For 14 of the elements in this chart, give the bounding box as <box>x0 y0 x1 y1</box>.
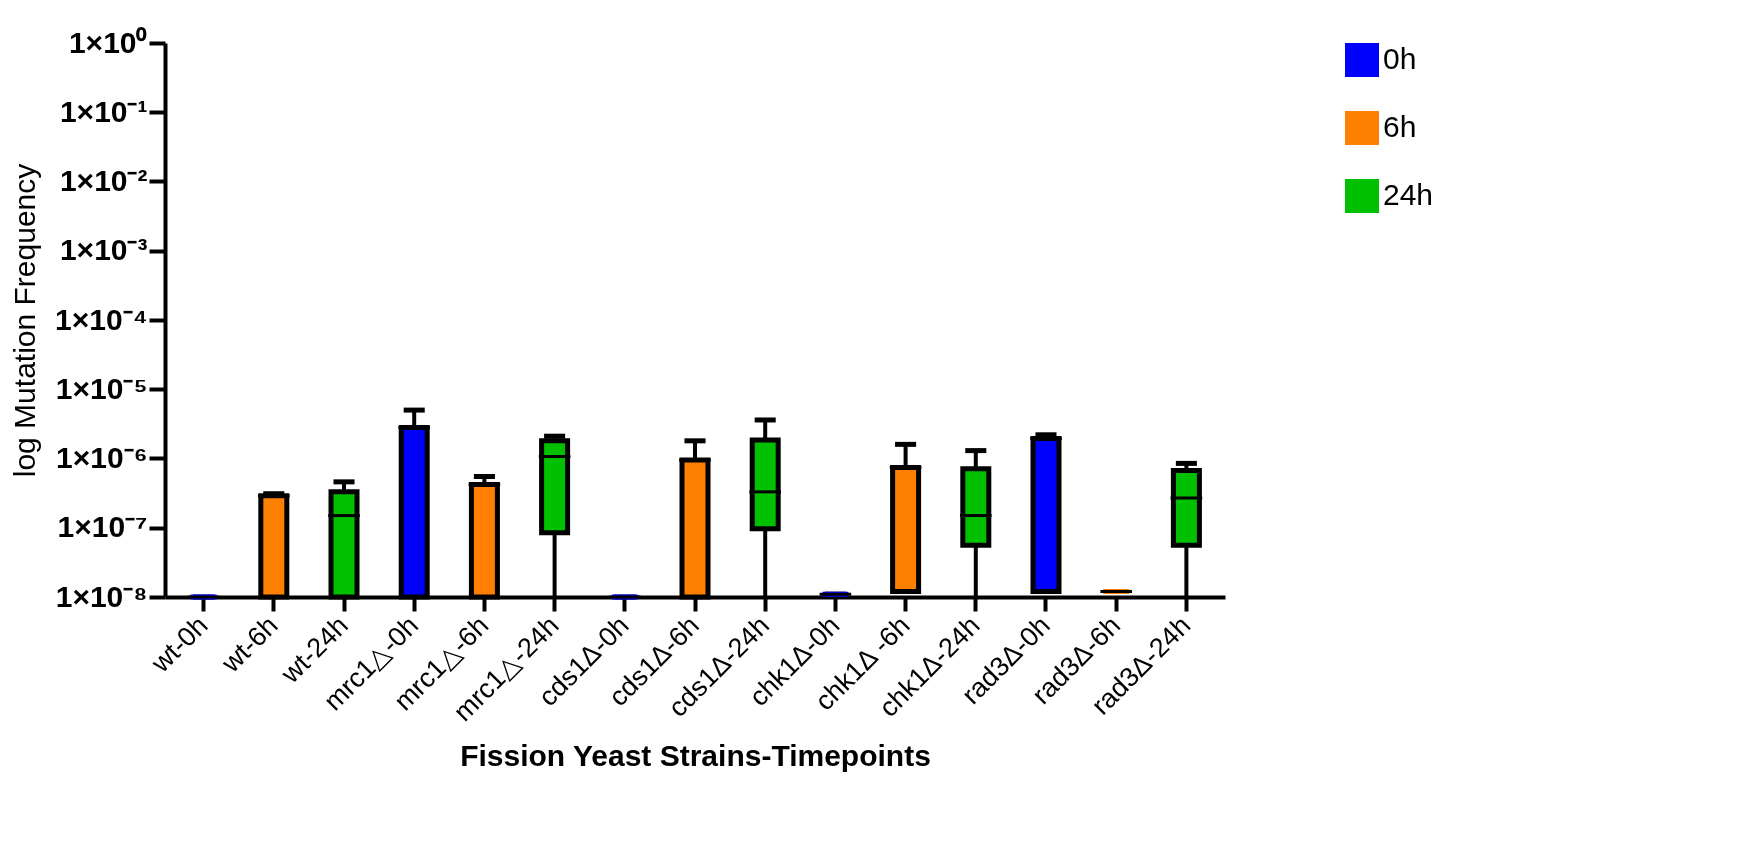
y-tick-label: 1×10⁻³ <box>59 233 148 267</box>
y-axis-title: log Mutation Frequency <box>8 163 42 478</box>
y-tick-label: 1×10⁻⁸ <box>55 579 148 613</box>
y-tick-label: 1×10⁻¹ <box>59 94 148 128</box>
y-tick-label: 1×10⁻⁵ <box>55 371 148 405</box>
x-axis-title: Fission Yeast Strains-Timepoints <box>460 739 931 773</box>
legend-label: 0h <box>1383 42 1417 75</box>
legend-label: 6h <box>1383 110 1417 143</box>
y-tick-label: 1×10⁰ <box>68 25 148 59</box>
legend-label: 24h <box>1383 178 1434 211</box>
y-tick-label: 1×10⁻² <box>59 164 148 197</box>
y-tick-label: 1×10⁻⁷ <box>57 510 148 544</box>
y-tick-label: 1×10⁻⁴ <box>55 302 148 336</box>
y-tick-label: 1×10⁻⁶ <box>56 441 148 474</box>
